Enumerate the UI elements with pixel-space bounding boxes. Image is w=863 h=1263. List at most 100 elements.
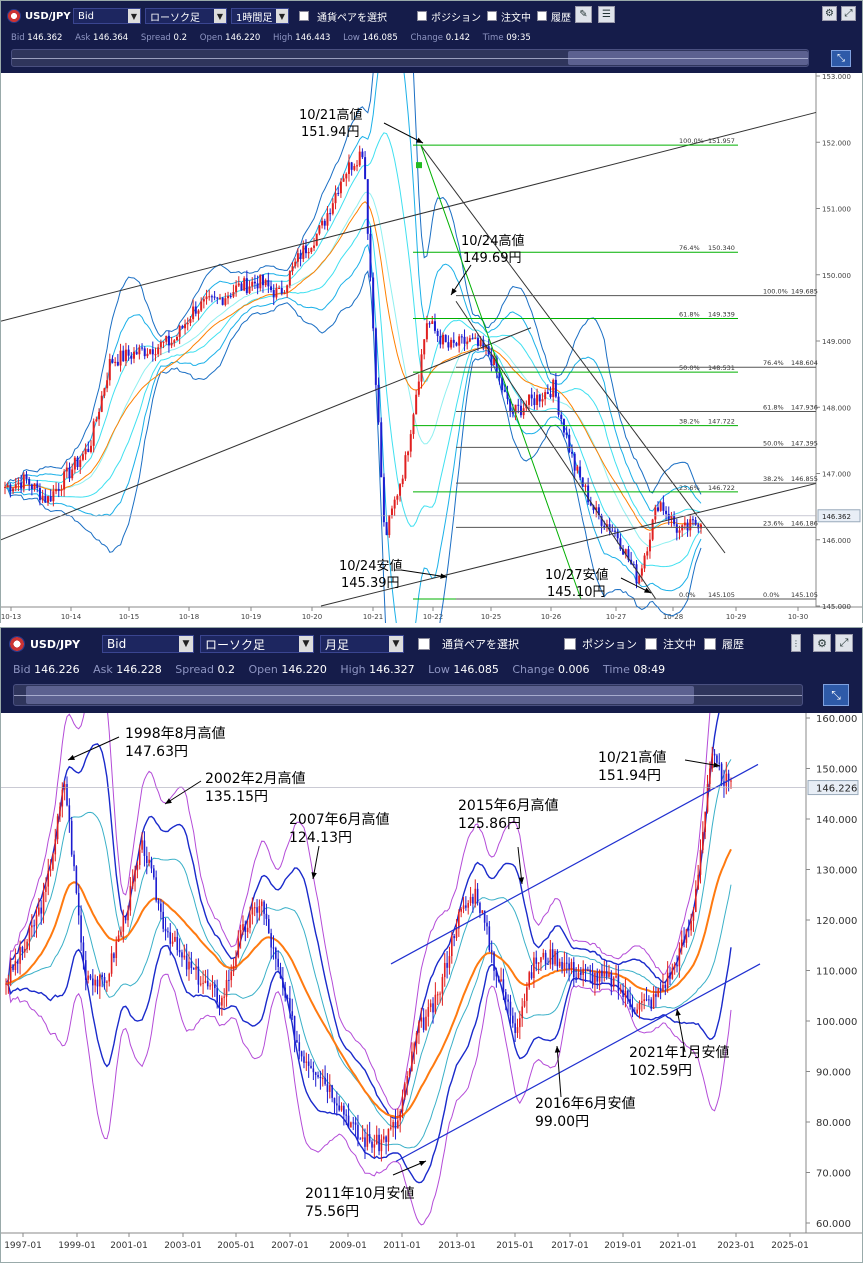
gear-icon[interactable]: ⚙ [813, 634, 831, 652]
price-type-select[interactable]: Bid ▼ [102, 635, 194, 653]
candle-body [466, 341, 469, 344]
bollinger-lower [4, 243, 702, 623]
annotation-title: 10/27安値 [545, 567, 608, 583]
candle-body [474, 338, 477, 340]
candle-body [394, 1121, 397, 1129]
candle-body [533, 957, 535, 979]
expand-icon[interactable]: ⤢ [841, 6, 856, 21]
fib-pct-label: 76.4% [763, 359, 784, 367]
position-checkbox[interactable] [564, 638, 576, 650]
candle-body [468, 338, 471, 342]
toolbar: USD/JPY Bid ▼ ローソク足 ▼ 1時間足 ▼ 通貨ペアを選択 ポジション … [1, 1, 862, 73]
candle-body [232, 966, 235, 972]
gear-icon[interactable]: ⚙ [822, 6, 837, 21]
candle-body [455, 928, 458, 939]
x-tick-label: 2019-01 [604, 1241, 642, 1251]
arrow-head [440, 573, 447, 579]
candle-body [434, 994, 437, 1013]
drawing-tool-icon[interactable]: ✎ [575, 6, 592, 23]
candle-body [634, 1012, 636, 1014]
candle-body [230, 971, 233, 981]
candle-body [650, 999, 653, 1009]
candle-body [577, 972, 580, 978]
candle-body [422, 1017, 425, 1030]
price-type-select[interactable]: Bid ▼ [73, 8, 141, 24]
candle-body [47, 870, 50, 887]
orders-checkbox[interactable] [487, 11, 497, 21]
history-checkbox[interactable] [537, 11, 547, 21]
chart-type-select[interactable]: ローソク足 ▼ [200, 635, 314, 653]
candle-body [55, 489, 58, 492]
candle-body [666, 972, 669, 988]
candle-body [25, 474, 28, 480]
bollinger-lower [6, 884, 732, 1149]
timeframe-select[interactable]: 1時間足 ▼ [231, 8, 289, 24]
candle-body [134, 870, 136, 882]
candle-body [282, 978, 284, 988]
candle-body [100, 395, 103, 412]
candle-body [259, 274, 262, 289]
fit-icon[interactable]: ⤡ [823, 684, 849, 706]
candle-body [216, 297, 219, 299]
candle-body [45, 886, 47, 892]
candle-body [549, 949, 552, 965]
candle-body [328, 1085, 331, 1092]
y-tick-label: 150.000 [822, 272, 851, 280]
pair-select-checkbox[interactable] [299, 11, 309, 21]
candle-body [612, 977, 615, 987]
candle-body [149, 349, 152, 354]
trend-line [420, 145, 726, 554]
candle-body [143, 348, 146, 357]
candle-body [598, 970, 601, 982]
pair-select-checkbox[interactable] [418, 638, 430, 650]
candle-body [727, 773, 730, 782]
fit-icon[interactable]: ⤡ [831, 50, 851, 67]
position-checkbox[interactable] [417, 11, 427, 21]
menu-handle-icon[interactable]: ⋮ [791, 634, 801, 652]
navigator-scrollbar[interactable] [13, 684, 803, 706]
navigator-scrollbar[interactable] [11, 49, 809, 67]
candle-body [270, 933, 272, 948]
candle-body [135, 351, 138, 355]
candle-body [697, 524, 700, 529]
candle-body [558, 961, 561, 967]
candle-body [691, 519, 694, 521]
annotation-value: 151.94円 [301, 125, 360, 140]
candle-body [87, 448, 90, 452]
candle-body [700, 524, 702, 529]
candle-body [576, 466, 579, 471]
annotation-value: 145.10円 [547, 585, 606, 600]
candle-body [165, 335, 168, 342]
annotation-title: 10/21高値 [299, 107, 362, 123]
candle-body [189, 319, 192, 323]
history-checkbox[interactable] [704, 638, 716, 650]
candle-body [615, 975, 617, 978]
orders-checkbox[interactable] [645, 638, 657, 650]
candle-body [415, 394, 418, 415]
candle-body [291, 266, 294, 272]
candle-body [249, 914, 251, 928]
candle-body [200, 301, 203, 311]
x-tick-label: 2011-01 [383, 1241, 421, 1251]
expand-icon[interactable]: ⤢ [835, 634, 853, 652]
candle-body [79, 459, 82, 467]
timeframe-select[interactable]: 月足 ▼ [320, 635, 404, 653]
monthly-chart-panel: USD/JPY Bid ▼ ローソク足 ▼ 月足 ▼ 通貨ペアを選択 ポジション 注文… [0, 627, 863, 1263]
candle-body [289, 998, 291, 1012]
candle-body [205, 296, 208, 300]
candle-body [326, 1084, 329, 1092]
candle-body [523, 1000, 526, 1007]
candle-body [184, 324, 187, 329]
candle-body [716, 755, 718, 763]
candle-body [648, 539, 651, 552]
candle-body [70, 820, 73, 855]
candle-body [49, 869, 52, 871]
candle-body [542, 952, 545, 958]
candle-body [9, 484, 12, 492]
chart-type-select[interactable]: ローソク足 ▼ [145, 8, 227, 24]
candle-body [594, 972, 596, 984]
layout-icon[interactable]: ☰ [598, 6, 615, 23]
candle-body [465, 905, 467, 908]
annotation-value: 151.94円 [598, 768, 661, 784]
candle-body [393, 499, 396, 509]
